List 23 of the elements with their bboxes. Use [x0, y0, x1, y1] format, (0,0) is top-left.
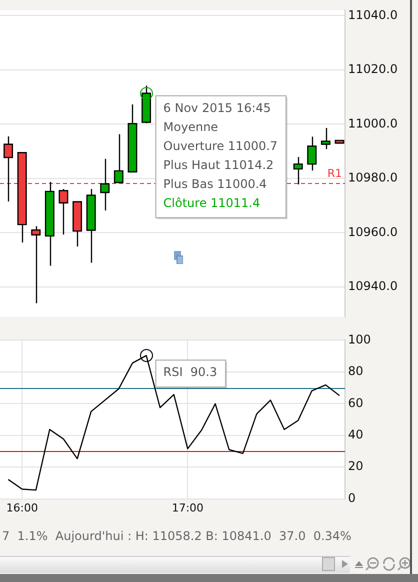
y-tick-label: 100 [348, 332, 371, 346]
y-tick-label: 0 [348, 490, 356, 505]
y-tick-label: 11000.0 [348, 116, 398, 130]
y-tick-label: 40 [348, 427, 364, 442]
y-tick-label: 11040.0 [348, 8, 398, 22]
x-tick-label: 16:00 [6, 501, 38, 514]
y-tick-label: 80 [348, 364, 364, 378]
y-tick-label: 11020.0 [348, 62, 398, 76]
y-tick-label: 10980.0 [348, 170, 398, 185]
annotation: Plus Haut 11014.2 [163, 158, 274, 172]
annotation: Plus Bas 11000.4 [163, 176, 267, 191]
y-tick-label: 10940.0 [348, 279, 398, 294]
y-tick-label: 10960.0 [348, 224, 398, 239]
annotation: Ouverture 11000.7 [163, 138, 278, 153]
y-tick-label: 60 [348, 396, 364, 410]
ref-line-label: R1 [327, 166, 342, 180]
y-tick-label: 20 [348, 459, 364, 474]
annotation: Clôture 11011.4 [163, 196, 260, 210]
x-tick-label: 17:00 [172, 501, 204, 514]
annotation: Moyenne [163, 120, 218, 134]
annotation: 6 Nov 2015 16:45 [163, 100, 271, 115]
annotation: RSI 90.3 [163, 365, 218, 380]
text: 7 1.1% Aujourd'hui : H: 11058.2 B: 10841.0 37.0 0.34% [2, 529, 352, 543]
